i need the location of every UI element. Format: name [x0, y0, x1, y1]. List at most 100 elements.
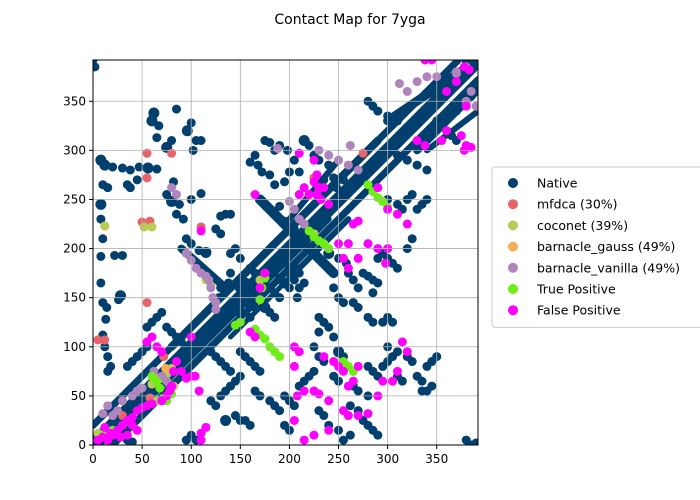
- barnacle-vanilla-49-point: [343, 160, 353, 170]
- false-positive-point: [294, 190, 304, 200]
- false-positive-point: [319, 183, 329, 193]
- barnacle-vanilla-49-point: [324, 150, 334, 160]
- false-positive-point: [338, 366, 348, 376]
- false-positive-point: [312, 170, 322, 180]
- false-positive-point: [420, 140, 430, 150]
- native-contact-point: [471, 60, 478, 65]
- native-contact-point: [101, 314, 111, 324]
- false-positive-point: [338, 253, 348, 263]
- native-contact-point: [270, 312, 280, 322]
- mfdca-30-point: [142, 298, 152, 308]
- false-positive-point: [437, 136, 447, 146]
- native-contact-point: [157, 307, 167, 317]
- false-positive-point: [309, 177, 319, 187]
- mfdca-30-point: [358, 148, 368, 158]
- native-contact-point: [314, 406, 324, 416]
- coconet-39-point: [100, 221, 110, 231]
- false-positive-point: [157, 396, 167, 406]
- x-tick-label: 250: [327, 452, 350, 466]
- false-positive-point: [196, 435, 206, 445]
- false-positive-point: [294, 347, 304, 357]
- coconet-39-point: [139, 222, 149, 232]
- x-tick-label: 200: [278, 452, 301, 466]
- y-tick-label: 200: [63, 242, 86, 256]
- false-positive-point: [353, 361, 363, 371]
- false-positive-point: [122, 430, 132, 440]
- false-positive-point: [157, 347, 167, 357]
- y-tick-label: 50: [71, 389, 86, 403]
- false-positive-point: [147, 332, 157, 342]
- native-contact-point: [230, 298, 240, 308]
- false-positive-point: [343, 239, 353, 249]
- barnacle-gauss-49-point: [161, 363, 171, 373]
- native-contact-point: [174, 199, 184, 209]
- false-positive-point: [402, 219, 412, 229]
- native-contact-point: [96, 278, 106, 288]
- native-contact-point: [353, 303, 363, 312]
- native-contact-point: [338, 298, 348, 308]
- native-contact-point: [270, 180, 280, 190]
- true-positive-point: [363, 180, 373, 190]
- legend-marker: [508, 220, 518, 231]
- native-contact-point: [309, 366, 319, 376]
- x-tick-label: 0: [89, 452, 97, 466]
- native-contact-point: [319, 175, 329, 185]
- native-contact-point: [392, 263, 402, 273]
- false-positive-point: [363, 409, 373, 419]
- legend-marker: [508, 284, 518, 294]
- barnacle-vanilla-49-point: [353, 165, 363, 175]
- true-positive-point: [275, 352, 285, 362]
- x-tick-label: 150: [229, 452, 252, 466]
- native-contact-point: [388, 317, 398, 327]
- false-positive-point: [343, 263, 353, 273]
- axes: 0 50 100 150 200 250 300 350 0 50 100 150 200 250 300 3…: [63, 59, 479, 466]
- mfdca-30-point: [142, 173, 152, 183]
- native-contact-point: [392, 150, 402, 160]
- false-positive-point: [442, 126, 452, 136]
- native-contact-point: [289, 224, 299, 234]
- native-contact-point: [152, 133, 162, 143]
- false-positive-point: [132, 406, 142, 416]
- false-positive-point: [309, 155, 319, 165]
- chart-title: Contact Map for 7yga: [274, 12, 425, 28]
- false-positive-point: [353, 411, 363, 421]
- x-tick-label: 350: [425, 452, 448, 466]
- native-contact-point: [171, 209, 181, 219]
- false-positive-point: [402, 347, 412, 357]
- native-contact-point: [220, 414, 232, 426]
- legend-box: [491, 166, 700, 328]
- false-positive-point: [363, 239, 373, 249]
- true-positive-point: [155, 383, 165, 393]
- native-contact-point: [280, 177, 290, 187]
- native-contact-point: [373, 278, 383, 288]
- native-contact-point: [338, 435, 348, 445]
- native-contact-point: [103, 183, 113, 193]
- y-tick-label: 250: [63, 192, 86, 206]
- barnacle-vanilla-49-point: [103, 401, 113, 411]
- native-contact-point: [407, 190, 417, 200]
- true-positive-point: [260, 334, 270, 344]
- legend-label: barnacle_vanilla (49%): [537, 260, 680, 275]
- native-contact-point: [226, 248, 235, 258]
- false-positive-point: [378, 376, 388, 386]
- false-positive-point: [260, 268, 270, 278]
- native-contact-point: [353, 283, 363, 293]
- native-contact-band: [314, 126, 412, 224]
- false-positive-point: [373, 183, 383, 193]
- x-tick-label: 300: [376, 452, 399, 466]
- barnacle-vanilla-49-point: [422, 72, 432, 82]
- false-positive-point: [464, 65, 474, 75]
- false-positive-point: [324, 199, 334, 209]
- native-contact-point: [114, 295, 124, 305]
- y-tick-label: 0: [78, 438, 86, 452]
- false-positive-point: [348, 376, 358, 386]
- legend-marker: [508, 305, 518, 316]
- native-contact-point: [324, 160, 334, 170]
- y-tick-label: 300: [63, 143, 86, 157]
- false-positive-point: [319, 352, 329, 362]
- native-contact-point: [142, 162, 154, 174]
- mfdca-30-point: [167, 148, 177, 158]
- false-positive-point: [201, 422, 211, 432]
- false-positive-point: [427, 60, 437, 65]
